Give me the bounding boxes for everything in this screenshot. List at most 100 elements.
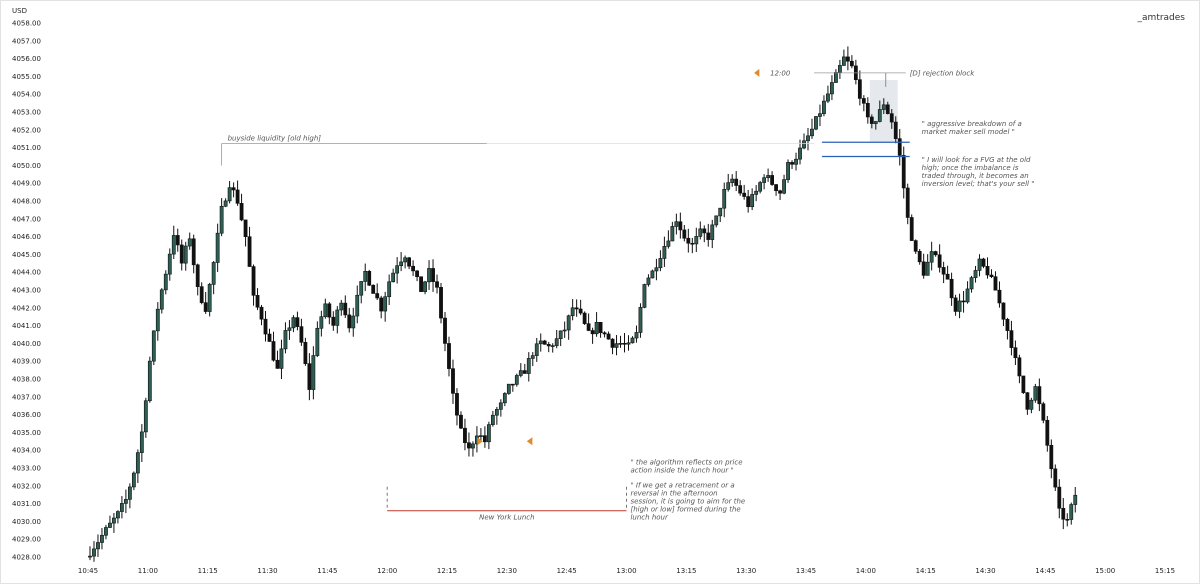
y-tick-label: 4058.00 [12,20,41,28]
candle-bear [1037,386,1042,405]
candle-bull [550,345,555,347]
candle-bear [347,314,352,329]
candle-bull [710,224,715,240]
candle-bear [1025,392,1030,410]
candle-bull [518,370,523,376]
x-tick-label: 13:15 [676,567,696,575]
candle-bull [211,262,216,285]
candle-bull [762,177,767,183]
candle-bull [794,158,798,165]
candle-bear [463,427,467,443]
candle-bear [790,162,794,165]
candle-bull [566,315,571,331]
y-tick-label: 4038.00 [12,376,41,384]
y-axis: 4028.00 4029.00 4030.00 4031.00 4032.00 4033.… [12,20,41,562]
candle-bear [1065,518,1070,521]
candle-bull [662,246,667,259]
candle-bear [857,79,862,99]
candle-bull [698,228,703,237]
note-afternoon-line: lunch hour [630,514,668,522]
candle-bear [199,286,204,303]
candle-bear [861,98,866,104]
candle-bull [319,316,324,329]
x-tick-label: 15:00 [1095,567,1115,575]
candle-bull [642,284,647,308]
candle-bear [263,318,268,335]
candle-bear [407,257,412,267]
candle-bear [435,281,439,288]
candle-bear [945,273,950,280]
candle-bull [1033,386,1038,401]
y-tick-label: 4054.00 [12,91,41,99]
y-tick-label: 4028.00 [12,554,41,562]
candle-bull [104,527,108,536]
candle-bull [287,327,292,331]
rejection-time-label: 12:00 [770,69,791,77]
note-fvg-line: traded through, it becomes an [922,172,1029,180]
candle-bear [447,343,451,369]
candle-bull [722,189,727,209]
candle-bear [937,254,942,268]
lunch-label: New York Lunch [479,514,535,522]
note-afternoon-line: " If we get a retracement or a [630,482,734,490]
candle-bull [494,409,499,416]
candle-bull [638,307,643,333]
candle-bull [841,56,846,66]
candle-bull [554,338,559,346]
x-axis: 10:45 11:00 11:15 11:30 11:45 12:00 12:15 12:30… [78,567,1175,575]
candle-bull [127,486,132,500]
candle-bull [143,400,148,433]
candle-bull [339,302,344,311]
candle-bull [383,296,388,312]
candle-bear [367,271,372,286]
candle-bear [985,266,990,276]
x-tick-label: 11:15 [198,567,218,575]
candle-bear [431,268,435,282]
candle-bear [195,264,200,287]
candle-bull [670,226,675,242]
y-tick-label: 4049.00 [12,180,41,188]
buyside-liquidity-label: buyside liquidity [old high] [228,135,322,143]
candle-bull [283,330,288,350]
candle-bear [275,359,280,369]
candle-bull [147,360,152,402]
candle-bull [171,235,176,255]
candle-bear [1057,486,1062,509]
candle-bull [335,309,340,326]
candle-bull [1069,504,1074,520]
candle-bear [243,219,248,237]
x-tick-label: 14:00 [856,567,876,575]
candle-bear [981,258,986,267]
y-tick-label: 4036.00 [12,411,41,419]
candle-bear [303,342,308,364]
candle-bull [131,472,136,488]
candle-bull [223,200,228,207]
candle-bull [498,402,503,410]
candle-bear [941,267,946,275]
note-afternoon-line: [high or low] formed during the [630,506,740,514]
candle-bull [830,82,834,95]
candle-bear [869,116,874,124]
candle-bear [997,289,1002,304]
candle-bull [714,215,719,226]
candle-bull [514,375,519,385]
candle-bear [451,368,455,394]
candle-bull [423,281,427,292]
candle-bull [471,443,475,449]
candle-bear [371,284,376,294]
candle-bull [650,270,655,279]
candle-bear [953,297,958,312]
candle-bear [231,187,236,191]
candle-bull [726,182,731,190]
candle-bear [578,308,583,314]
candle-bull [977,258,982,271]
candle-bull [758,182,763,192]
watermark-label: _amtrades [1137,13,1186,23]
candle-bear [602,332,607,335]
candle-bull [594,322,599,335]
candle-bull [315,327,320,356]
candle-bull [92,548,96,557]
x-tick-label: 14:30 [975,567,995,575]
